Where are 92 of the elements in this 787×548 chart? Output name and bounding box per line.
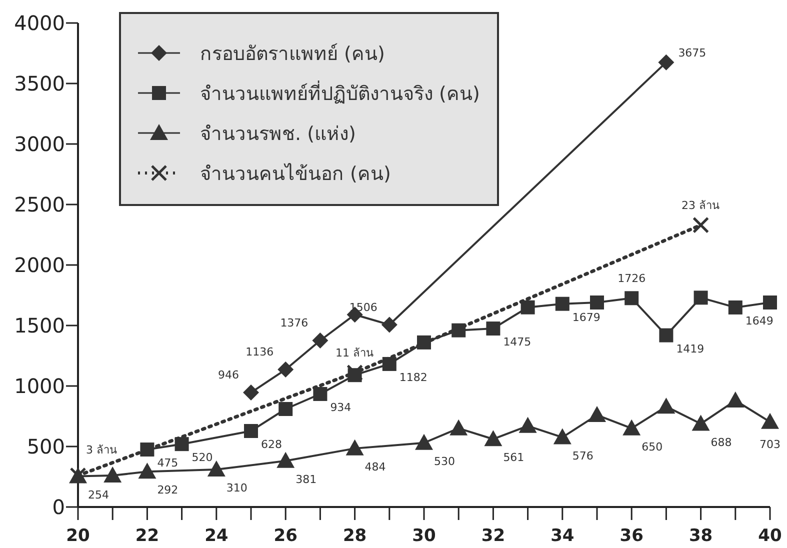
data-label: 475 xyxy=(157,456,178,470)
data-label: 703 xyxy=(760,438,780,451)
point xyxy=(728,300,742,314)
legend-label: กรอบอัตราแพทย์ (คน) xyxy=(200,43,385,65)
point xyxy=(553,428,572,444)
y-tick-label: 1000 xyxy=(14,374,65,398)
legend-label: จำนวนแพทย์ที่ปฏิบัติงานจริง (คน) xyxy=(200,80,480,105)
data-label: 520 xyxy=(192,451,213,464)
annotation: 11 ล้าน xyxy=(336,346,374,360)
point xyxy=(520,300,535,314)
point xyxy=(588,406,606,422)
data-label: 530 xyxy=(434,454,455,468)
data-label: 1376 xyxy=(280,316,308,330)
x-tick-label: 38 xyxy=(688,526,713,546)
point xyxy=(140,442,154,457)
y-tick-label: 3000 xyxy=(14,132,65,156)
point xyxy=(555,296,570,311)
x-tick-label: 32 xyxy=(481,526,506,546)
x-tick-label: 36 xyxy=(620,526,644,546)
data-label: 1182 xyxy=(399,370,428,384)
y-tick-label: 3500 xyxy=(14,72,65,96)
x-tick-label: 30 xyxy=(412,526,436,546)
y-tick-label: 2000 xyxy=(14,253,65,277)
x-tick-label: 20 xyxy=(66,526,90,546)
point xyxy=(450,419,468,436)
data-label: 934 xyxy=(330,400,352,414)
point xyxy=(381,316,398,333)
data-label: 628 xyxy=(261,438,282,452)
point xyxy=(138,462,156,479)
point xyxy=(278,362,294,378)
point xyxy=(207,460,226,476)
point xyxy=(276,452,295,468)
point xyxy=(726,392,744,408)
data-label: 561 xyxy=(503,451,524,464)
data-label: 1419 xyxy=(676,342,704,356)
point xyxy=(346,439,364,456)
x-tick-label: 34 xyxy=(550,526,574,546)
y-tick-label: 0 xyxy=(52,495,65,519)
point xyxy=(278,402,293,416)
x-tick-label: 28 xyxy=(342,526,367,546)
point xyxy=(486,322,500,336)
data-label: 650 xyxy=(642,440,663,454)
y-tick-label: 1500 xyxy=(14,314,65,338)
point xyxy=(622,419,641,436)
point xyxy=(658,54,674,70)
data-label: 1726 xyxy=(618,272,646,286)
point xyxy=(484,430,502,446)
point xyxy=(313,386,328,401)
point xyxy=(694,290,708,305)
point xyxy=(659,328,674,342)
point xyxy=(763,296,777,310)
y-tick-label: 500 xyxy=(26,434,65,458)
legend-label: จำนวนรพช. (แห่ง) xyxy=(200,123,356,145)
point xyxy=(415,434,433,450)
point xyxy=(346,364,364,381)
data-label: 254 xyxy=(88,488,109,502)
data-label: 484 xyxy=(364,460,386,474)
y-tick-label: 2500 xyxy=(14,192,65,216)
point xyxy=(417,335,431,350)
x-tick-label: 22 xyxy=(135,526,160,546)
x-tick-label: 26 xyxy=(274,526,298,546)
point xyxy=(518,416,537,433)
y-tick-label: 4000 xyxy=(14,11,65,35)
data-label: 688 xyxy=(710,436,732,449)
data-label: 381 xyxy=(296,472,317,486)
point xyxy=(104,466,122,483)
point xyxy=(243,384,259,401)
point xyxy=(452,323,466,338)
point xyxy=(174,437,189,452)
data-label: 1136 xyxy=(246,346,274,359)
point xyxy=(624,291,639,306)
point xyxy=(244,424,258,438)
point xyxy=(692,216,710,234)
annotation: 23 ล้าน xyxy=(682,199,720,212)
point xyxy=(590,296,604,310)
legend-label: จำนวนคนไข้นอก (คน) xyxy=(200,163,391,185)
data-label: 292 xyxy=(157,484,178,497)
data-label: 1475 xyxy=(503,336,532,349)
data-label: 1649 xyxy=(745,314,774,328)
data-label: 946 xyxy=(218,368,239,382)
data-label: 576 xyxy=(572,449,594,462)
x-tick-label: 40 xyxy=(758,526,782,546)
x-tick-label: 24 xyxy=(204,526,228,546)
point xyxy=(382,356,396,371)
data-label: 3675 xyxy=(678,46,706,60)
data-label: 1679 xyxy=(572,310,600,324)
point xyxy=(761,412,779,429)
point xyxy=(657,398,676,414)
annotation: 3 ล้าน xyxy=(86,444,118,457)
data-label: 310 xyxy=(226,481,248,494)
point xyxy=(312,332,328,349)
point xyxy=(692,414,710,431)
